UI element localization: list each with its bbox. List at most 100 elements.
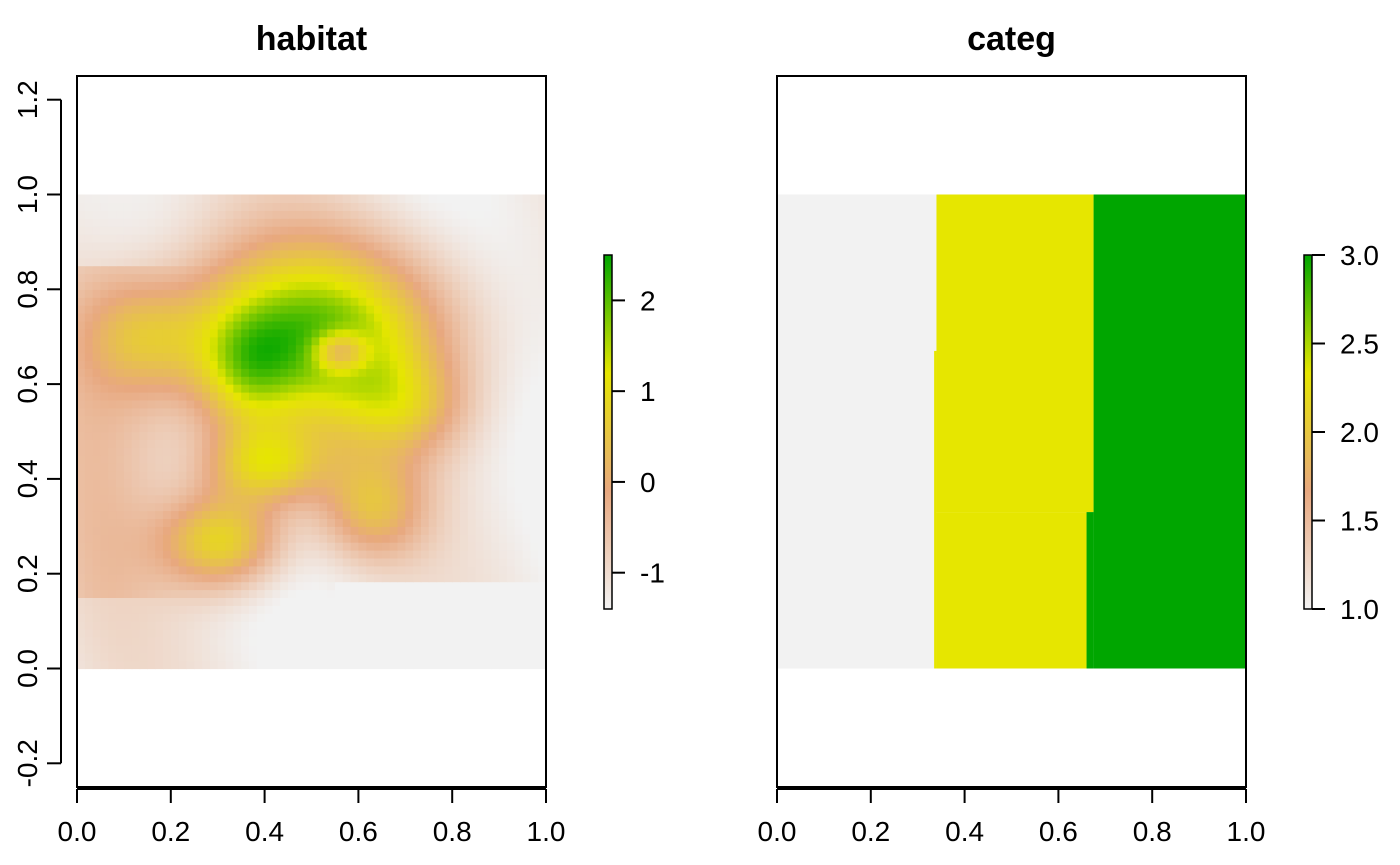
habitat-cell — [225, 281, 234, 290]
habitat-cell — [248, 502, 258, 512]
habitat-cell — [248, 597, 258, 606]
habitat-cell — [405, 518, 414, 527]
habitat-cell — [405, 226, 414, 235]
habitat-cell — [303, 573, 313, 583]
habitat-cell — [256, 336, 266, 346]
habitat-cell — [483, 660, 492, 670]
habitat-cell — [131, 218, 141, 227]
habitat-cell — [327, 455, 336, 464]
habitat-cell — [530, 542, 539, 551]
habitat-cell — [319, 234, 328, 243]
habitat-cell — [77, 550, 86, 559]
habitat-cell — [77, 234, 86, 243]
habitat-cell — [295, 423, 305, 433]
habitat-cell — [358, 597, 367, 606]
habitat-cell — [467, 557, 477, 567]
habitat-cell — [241, 636, 250, 646]
habitat-cell — [280, 392, 289, 401]
habitat-cell — [389, 581, 399, 591]
habitat-cell — [233, 234, 242, 243]
habitat-cell — [538, 573, 546, 583]
habitat-cell — [162, 407, 172, 417]
categ-x-tick-label: 0.6 — [1039, 816, 1078, 847]
habitat-cell — [100, 486, 109, 496]
habitat-cell — [405, 589, 414, 598]
habitat-cell — [170, 384, 180, 393]
habitat-cell — [358, 613, 367, 622]
habitat-cell — [77, 297, 86, 306]
habitat-cell — [92, 305, 102, 314]
habitat-cell — [374, 257, 383, 267]
habitat-cell — [358, 289, 367, 298]
habitat-cell — [522, 297, 531, 306]
habitat-cell — [514, 573, 524, 583]
habitat-cell — [366, 265, 375, 275]
habitat-cell — [397, 305, 406, 314]
habitat-cell — [209, 471, 219, 480]
habitat-cell — [131, 565, 141, 575]
habitat-cell — [116, 202, 125, 211]
habitat-cell — [366, 518, 375, 527]
habitat-cell — [483, 241, 492, 251]
habitat-cell — [397, 550, 406, 559]
habitat-cell — [499, 605, 508, 614]
habitat-cell — [139, 660, 148, 670]
habitat-cell — [202, 557, 211, 567]
habitat-cell — [522, 273, 531, 282]
habitat-legend-label: 0 — [640, 467, 656, 498]
habitat-cell — [248, 463, 258, 472]
habitat-cell — [366, 597, 375, 606]
habitat-cell — [225, 249, 234, 259]
habitat-cell — [358, 510, 367, 519]
habitat-cell — [303, 518, 313, 527]
habitat-cell — [256, 439, 266, 448]
habitat-cell — [483, 652, 492, 662]
habitat-cell — [202, 447, 211, 456]
habitat-cell — [123, 234, 133, 243]
habitat-cell — [334, 415, 344, 425]
habitat-cell — [116, 439, 125, 448]
habitat-cell — [381, 415, 391, 425]
habitat-cell — [178, 241, 188, 251]
habitat-cell — [311, 392, 320, 401]
habitat-cell — [280, 502, 289, 512]
habitat-cell — [92, 557, 102, 567]
habitat-cell — [397, 526, 406, 535]
habitat-cell — [538, 494, 546, 504]
habitat-cell — [413, 407, 422, 417]
habitat-cell — [217, 234, 227, 243]
habitat-cell — [209, 336, 219, 346]
habitat-cell — [77, 249, 86, 259]
habitat-cell — [506, 526, 516, 535]
habitat-cell — [413, 399, 422, 409]
habitat-cell — [522, 431, 531, 440]
habitat-cell — [264, 313, 274, 322]
habitat-cell — [311, 344, 320, 354]
habitat-cell — [530, 313, 539, 322]
habitat-cell — [397, 376, 406, 385]
habitat-cell — [499, 447, 508, 456]
habitat-cell — [139, 636, 148, 646]
habitat-cell — [483, 644, 492, 654]
habitat-cell — [475, 218, 485, 227]
habitat-cell — [452, 384, 461, 393]
habitat-cell — [452, 652, 461, 662]
habitat-cell — [108, 423, 117, 433]
habitat-cell — [420, 289, 430, 298]
habitat-cell — [374, 376, 383, 385]
habitat-cell — [217, 368, 227, 377]
habitat-x-tick-label: 1.0 — [527, 816, 566, 847]
habitat-cell — [499, 407, 508, 417]
habitat-cell — [389, 613, 399, 622]
habitat-cell — [84, 534, 94, 543]
habitat-cell — [194, 542, 203, 551]
habitat-cell — [295, 431, 305, 440]
habitat-cell — [256, 218, 266, 227]
habitat-cell — [460, 305, 469, 314]
habitat-cell — [475, 518, 485, 527]
habitat-cell — [256, 392, 266, 401]
habitat-cell — [108, 565, 117, 575]
habitat-cell — [311, 494, 320, 504]
habitat-cell — [499, 581, 508, 591]
habitat-cell — [475, 289, 485, 298]
